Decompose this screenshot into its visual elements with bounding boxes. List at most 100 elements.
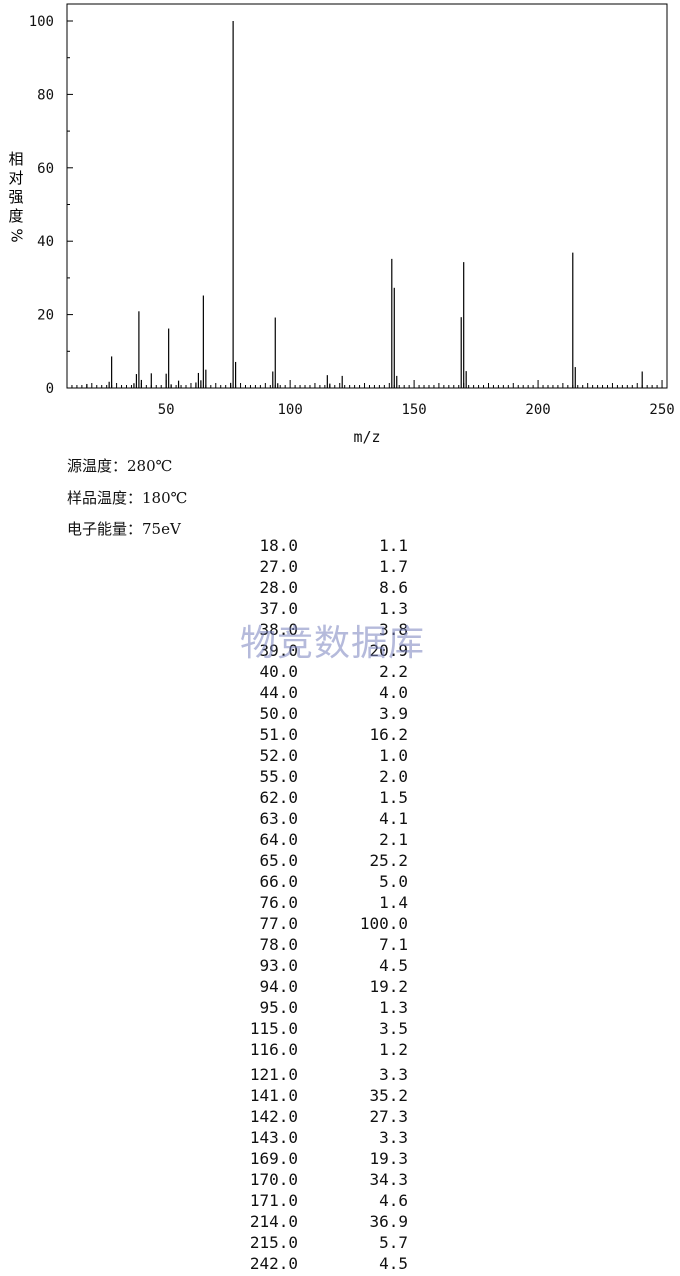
mz-value: 62.0 bbox=[259, 788, 298, 807]
table-row: 169.0 19.3 bbox=[0, 1149, 680, 1170]
x-tick-label: 150 bbox=[401, 402, 426, 418]
table-row: 77.0 100.0 bbox=[0, 914, 680, 935]
table-row: 39.0 20.9 bbox=[0, 641, 680, 662]
table-row: 116.0 1.2 bbox=[0, 1040, 680, 1061]
y-tick-label: 100 bbox=[29, 14, 54, 30]
table-row: 38.0 3.8 bbox=[0, 620, 680, 641]
mz-value: 116.0 bbox=[249, 1040, 298, 1059]
y-axis-label-char: 对 bbox=[8, 169, 24, 187]
table-row: 93.0 4.5 bbox=[0, 956, 680, 977]
table-row: 63.0 4.1 bbox=[0, 809, 680, 830]
sample-temperature: 样品温度：180℃ bbox=[67, 487, 187, 508]
mz-value: 214.0 bbox=[249, 1212, 298, 1231]
mz-value: 77.0 bbox=[259, 914, 298, 933]
x-tick-labels: 50 100 150 200 250 bbox=[158, 402, 675, 418]
table-row: 76.0 1.4 bbox=[0, 893, 680, 914]
electron-energy: 电子能量：75eV bbox=[67, 518, 181, 539]
x-axis-label: m/z bbox=[353, 428, 380, 446]
intensity-value: 1.5 bbox=[379, 788, 408, 807]
table-row: 64.0 2.1 bbox=[0, 830, 680, 851]
plot-frame bbox=[66, 3, 668, 389]
intensity-value: 2.2 bbox=[379, 662, 408, 681]
intensity-value: 36.9 bbox=[369, 1212, 408, 1231]
y-tick-label: 40 bbox=[37, 234, 54, 250]
mz-value: 93.0 bbox=[259, 956, 298, 975]
intensity-value: 3.8 bbox=[379, 620, 408, 639]
mz-value: 141.0 bbox=[249, 1086, 298, 1105]
mz-value: 52.0 bbox=[259, 746, 298, 765]
mz-value: 215.0 bbox=[249, 1233, 298, 1252]
table-row: 55.0 2.0 bbox=[0, 767, 680, 788]
y-tick-label: 60 bbox=[37, 161, 54, 177]
intensity-value: 4.5 bbox=[379, 956, 408, 975]
y-tick-labels: 0 20 40 60 80 100 bbox=[29, 14, 54, 397]
mz-value: 38.0 bbox=[259, 620, 298, 639]
mz-value: 27.0 bbox=[259, 557, 298, 576]
table-row: 44.0 4.0 bbox=[0, 683, 680, 704]
intensity-value: 1.7 bbox=[379, 557, 408, 576]
mz-value: 170.0 bbox=[249, 1170, 298, 1189]
mz-value: 37.0 bbox=[259, 599, 298, 618]
table-row: 27.0 1.7 bbox=[0, 557, 680, 578]
electron-energy-label: 电子能量： bbox=[67, 520, 143, 538]
table-row: 78.0 7.1 bbox=[0, 935, 680, 956]
intensity-value: 16.2 bbox=[369, 725, 408, 744]
intensity-value: 2.1 bbox=[379, 830, 408, 849]
x-tick-label: 100 bbox=[277, 402, 302, 418]
sample-temperature-label: 样品温度： bbox=[67, 489, 143, 507]
table-row: 50.0 3.9 bbox=[0, 704, 680, 725]
intensity-value: 4.1 bbox=[379, 809, 408, 828]
table-row: 121.0 3.3 bbox=[0, 1065, 680, 1086]
source-temperature-label: 源温度： bbox=[67, 457, 128, 475]
table-row: 142.0 27.3 bbox=[0, 1107, 680, 1128]
mz-value: 65.0 bbox=[259, 851, 298, 870]
y-tick-label: 0 bbox=[46, 381, 54, 397]
mz-value: 44.0 bbox=[259, 683, 298, 702]
mz-value: 242.0 bbox=[249, 1254, 298, 1273]
source-temperature-value: 280℃ bbox=[127, 457, 173, 475]
mz-value: 63.0 bbox=[259, 809, 298, 828]
intensity-value: 1.2 bbox=[379, 1040, 408, 1059]
y-axis-label-char: 相 bbox=[8, 150, 24, 168]
mz-value: 18.0 bbox=[259, 536, 298, 555]
intensity-value: 3.3 bbox=[379, 1128, 408, 1147]
table-row: 214.0 36.9 bbox=[0, 1212, 680, 1233]
y-tick-label: 80 bbox=[37, 87, 54, 103]
mz-value: 76.0 bbox=[259, 893, 298, 912]
intensity-value: 2.0 bbox=[379, 767, 408, 786]
intensity-value: 1.3 bbox=[379, 599, 408, 618]
table-row: 94.0 19.2 bbox=[0, 977, 680, 998]
table-row: 37.0 1.3 bbox=[0, 599, 680, 620]
intensity-value: 3.5 bbox=[379, 1019, 408, 1038]
intensity-value: 19.2 bbox=[369, 977, 408, 996]
table-row: 66.0 5.0 bbox=[0, 872, 680, 893]
mz-value: 95.0 bbox=[259, 998, 298, 1017]
intensity-value: 1.0 bbox=[379, 746, 408, 765]
intensity-value: 3.9 bbox=[379, 704, 408, 723]
mz-value: 28.0 bbox=[259, 578, 298, 597]
table-row: 51.0 16.2 bbox=[0, 725, 680, 746]
mz-value: 115.0 bbox=[249, 1019, 298, 1038]
y-axis-label: 相对强度 % bbox=[6, 150, 26, 245]
intensity-value: 100.0 bbox=[359, 914, 408, 933]
watermark: 物竞数据库 bbox=[240, 623, 426, 664]
mz-value: 50.0 bbox=[259, 704, 298, 723]
mz-value: 121.0 bbox=[249, 1065, 298, 1084]
table-row: 40.0 2.2 bbox=[0, 662, 680, 683]
y-axis-label-char: 度 bbox=[8, 207, 24, 225]
chart-axes bbox=[66, 3, 668, 389]
table-row: 28.0 8.6 bbox=[0, 578, 680, 599]
intensity-value: 4.0 bbox=[379, 683, 408, 702]
mz-value: 171.0 bbox=[249, 1191, 298, 1210]
electron-energy-value: 75eV bbox=[142, 520, 181, 538]
intensity-value: 5.0 bbox=[379, 872, 408, 891]
table-row: 95.0 1.3 bbox=[0, 998, 680, 1019]
peak-bars bbox=[86, 21, 643, 388]
sample-temperature-value: 180℃ bbox=[142, 489, 188, 507]
y-tick-label: 20 bbox=[37, 308, 54, 324]
mz-value: 94.0 bbox=[259, 977, 298, 996]
table-row: 215.0 5.7 bbox=[0, 1233, 680, 1254]
intensity-value: 1.3 bbox=[379, 998, 408, 1017]
intensity-value: 25.2 bbox=[369, 851, 408, 870]
table-row: 242.0 4.5 bbox=[0, 1254, 680, 1275]
